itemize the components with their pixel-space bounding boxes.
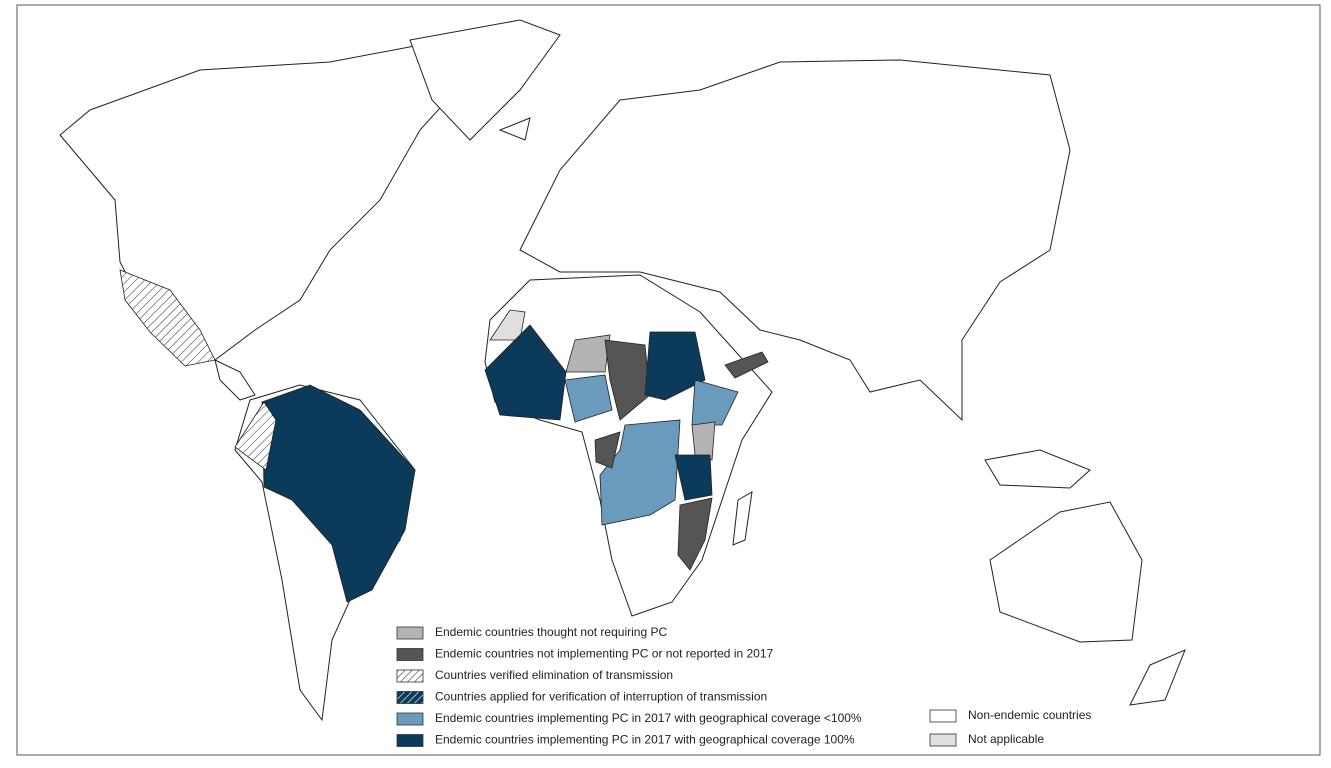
legend-swatch xyxy=(396,734,424,747)
world-map xyxy=(59,19,1186,722)
legend-label: Countries verified elimination of transm… xyxy=(435,668,673,682)
legend-label: Endemic countries thought not requiring … xyxy=(435,625,667,639)
frame xyxy=(16,4,1321,756)
legend-label: Endemic countries not implementing PC or… xyxy=(435,647,774,661)
legend-label: Endemic countries implementing PC in 201… xyxy=(435,711,862,725)
legend-label: Countries applied for verification of in… xyxy=(435,690,767,704)
legend-swatch xyxy=(396,712,424,726)
legend-label: Not applicable xyxy=(968,732,1044,746)
legend-swatch xyxy=(396,669,424,683)
legend-swatch xyxy=(396,648,424,661)
legend-swatch xyxy=(929,733,957,747)
legend-swatch xyxy=(396,626,424,640)
legend-label: Non-endemic countries xyxy=(968,708,1091,722)
legend-swatch xyxy=(396,691,424,704)
legend-label: Endemic countries implementing PC in 201… xyxy=(435,733,855,747)
legend: Endemic countries thought not requiring … xyxy=(396,625,1091,747)
legend-swatch xyxy=(929,709,957,723)
